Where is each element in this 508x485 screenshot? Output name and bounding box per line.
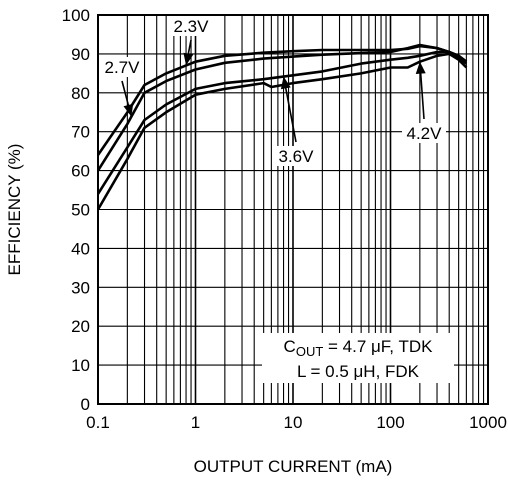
conditions-box bbox=[262, 333, 454, 383]
x-tick-label: 1 bbox=[191, 413, 200, 432]
annotation-arrowhead bbox=[123, 103, 134, 117]
annotation-label: 3.6V bbox=[279, 147, 315, 166]
series-line bbox=[96, 50, 468, 195]
series-line bbox=[96, 52, 468, 211]
x-tick-labels: 0.1 1 10 100 1000 bbox=[86, 413, 507, 432]
series-annotations: 2.3V 2.7V 3.6V 4.2V bbox=[100, 16, 446, 166]
series-lines bbox=[96, 43, 468, 211]
y-tick-labels: 0 10 20 30 40 50 60 70 80 90 100 bbox=[62, 6, 90, 414]
y-tick-label: 0 bbox=[81, 395, 90, 414]
y-tick-label: 20 bbox=[71, 317, 90, 336]
y-tick-label: 100 bbox=[62, 6, 90, 25]
annotation-arrowhead bbox=[415, 61, 426, 75]
series-line bbox=[96, 43, 468, 172]
annotation-label: 2.3V bbox=[174, 17, 210, 36]
y-tick-label: 70 bbox=[71, 123, 90, 142]
x-axis-label: OUTPUT CURRENT (mA) bbox=[194, 457, 393, 476]
y-tick-label: 40 bbox=[71, 239, 90, 258]
annotation-label-bg bbox=[100, 57, 144, 77]
conditions-line-1-rest: = 4.7 μF, TDK bbox=[323, 337, 433, 356]
conditions-line-1: COUT = 4.7 μF, TDK bbox=[284, 337, 434, 359]
y-axis-label: EFFICIENCY (%) bbox=[5, 144, 24, 276]
annotation-arrowhead bbox=[183, 52, 194, 66]
y-tick-label: 30 bbox=[71, 278, 90, 297]
x-tick-label: 100 bbox=[376, 413, 404, 432]
annotation-label-bg bbox=[402, 123, 446, 143]
annotation-label-bg bbox=[274, 146, 318, 166]
x-tick-label: 1000 bbox=[469, 413, 507, 432]
annotation-label-bg bbox=[169, 16, 213, 36]
x-tick-label: 10 bbox=[284, 413, 303, 432]
x-tick-label: 0.1 bbox=[86, 413, 110, 432]
y-tick-label: 80 bbox=[71, 84, 90, 103]
annotation-arrowhead bbox=[280, 76, 291, 90]
y-tick-label: 90 bbox=[71, 45, 90, 64]
conditions-line-1-subscript: OUT bbox=[296, 344, 324, 359]
y-tick-label: 60 bbox=[71, 162, 90, 181]
y-tick-label: 10 bbox=[71, 356, 90, 375]
conditions-line-2: L = 0.5 μH, FDK bbox=[297, 362, 420, 381]
conditions-line-1-prefix: C bbox=[284, 337, 296, 356]
y-tick-label: 50 bbox=[71, 201, 90, 220]
annotation-label: 2.7V bbox=[105, 58, 141, 77]
annotation-label: 4.2V bbox=[407, 124, 443, 143]
